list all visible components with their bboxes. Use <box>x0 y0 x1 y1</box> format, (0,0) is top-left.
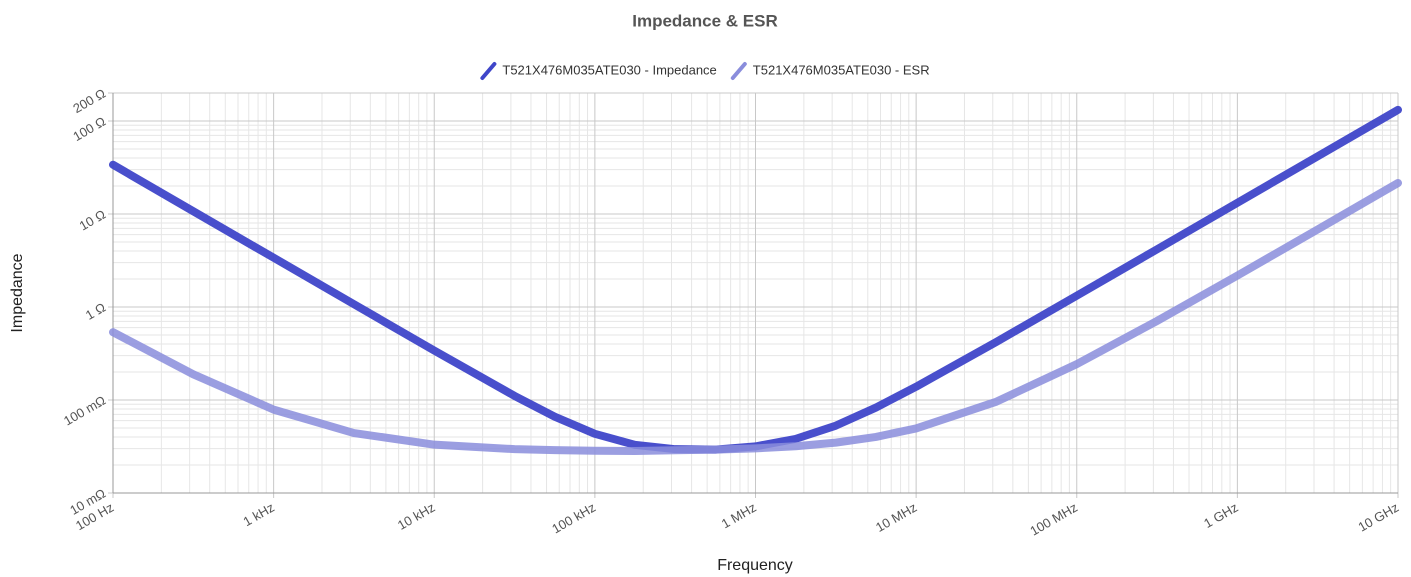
x-tick-label: 10 GHz <box>1356 500 1402 535</box>
legend-label: T521X476M035ATE030 - ESR <box>753 62 930 77</box>
y-axis-label: Impedance <box>9 253 26 332</box>
legend-label: T521X476M035ATE030 - Impedance <box>502 62 716 77</box>
y-tick-label: 1 Ω <box>83 299 109 322</box>
legend-swatch <box>480 62 497 80</box>
y-tick-label: 10 Ω <box>77 206 109 233</box>
x-tick-label: 1 kHz <box>241 500 277 530</box>
chart-title: Impedance & ESR <box>632 11 778 30</box>
x-tick-label: 1 GHz <box>1201 500 1240 531</box>
y-tick-label: 100 mΩ <box>61 392 108 428</box>
x-tick-label: 100 MHz <box>1027 500 1080 539</box>
x-tick-label: 10 MHz <box>873 500 919 535</box>
series-line <box>109 179 1402 455</box>
x-tick-label: 100 kHz <box>549 500 598 537</box>
x-tick-label: 10 kHz <box>395 500 438 533</box>
y-tick-label: 200 Ω <box>70 85 108 116</box>
y-tick-label: 100 Ω <box>70 113 108 144</box>
legend-swatch <box>730 62 747 80</box>
x-tick-label: 1 MHz <box>719 500 759 532</box>
x-axis-label: Frequency <box>717 557 793 574</box>
